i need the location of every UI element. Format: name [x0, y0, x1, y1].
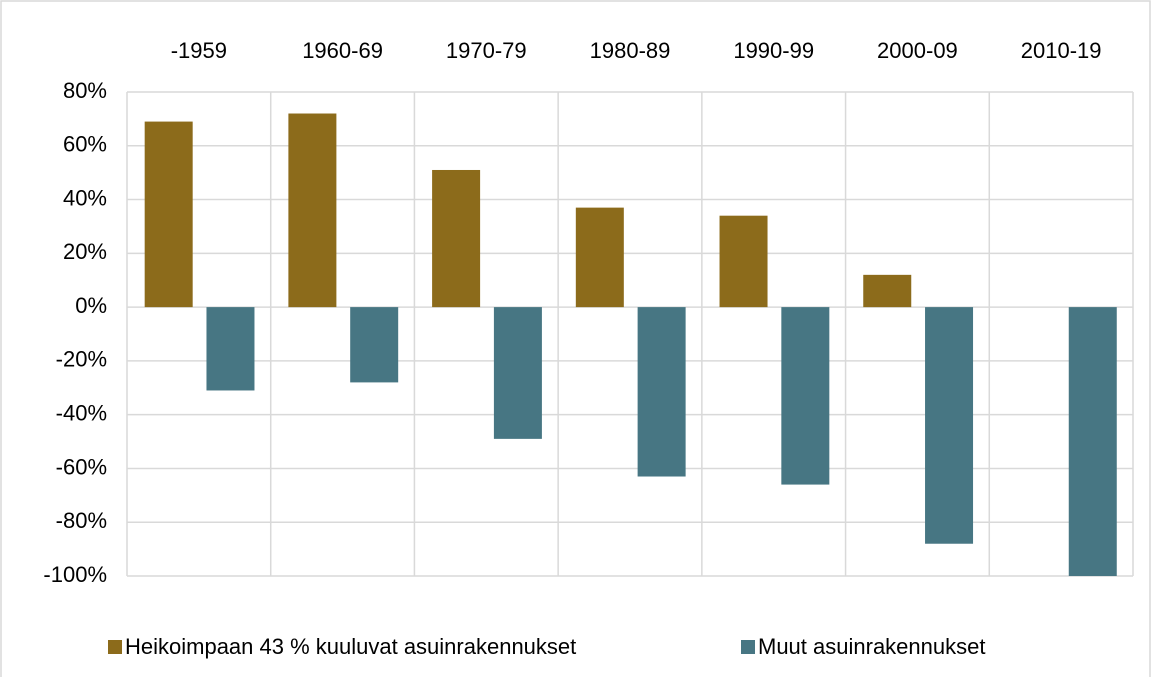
- x-tick-label: 2010-19: [1021, 38, 1102, 63]
- legend-marker: [108, 640, 122, 654]
- bar: [288, 113, 337, 308]
- y-tick-label: -100%: [43, 562, 107, 587]
- y-tick-label: -40%: [56, 400, 107, 425]
- y-tick-label: 80%: [63, 78, 107, 103]
- bar: [493, 307, 542, 439]
- x-tick-label: 1980-89: [590, 38, 671, 63]
- legend-label: Heikoimpaan 43 % kuuluvat asuinrakennuks…: [125, 634, 576, 659]
- legend-label: Muut asuinrakennukset: [758, 634, 985, 659]
- bar: [719, 215, 768, 308]
- bar: [575, 207, 624, 308]
- bar: [206, 307, 255, 391]
- y-tick-label: 20%: [63, 239, 107, 264]
- x-tick-label: 1970-79: [446, 38, 527, 63]
- y-tick-label: -60%: [56, 454, 107, 479]
- x-tick-label: 1960-69: [302, 38, 383, 63]
- y-tick-label: 40%: [63, 185, 107, 210]
- bar: [781, 307, 830, 485]
- bar: [432, 169, 481, 308]
- y-tick-label: 60%: [63, 132, 107, 157]
- legend-marker: [741, 640, 755, 654]
- bar: [144, 121, 193, 308]
- y-tick-label: -20%: [56, 347, 107, 372]
- bar: [637, 307, 686, 477]
- bar: [1068, 307, 1117, 576]
- x-tick-label: -1959: [171, 38, 227, 63]
- x-tick-label: 2000-09: [877, 38, 958, 63]
- x-tick-label: 1990-99: [733, 38, 814, 63]
- bar: [350, 307, 399, 383]
- y-tick-label: -80%: [56, 508, 107, 533]
- bar: [925, 307, 974, 544]
- bar: [863, 274, 912, 308]
- y-tick-label: 0%: [75, 293, 107, 318]
